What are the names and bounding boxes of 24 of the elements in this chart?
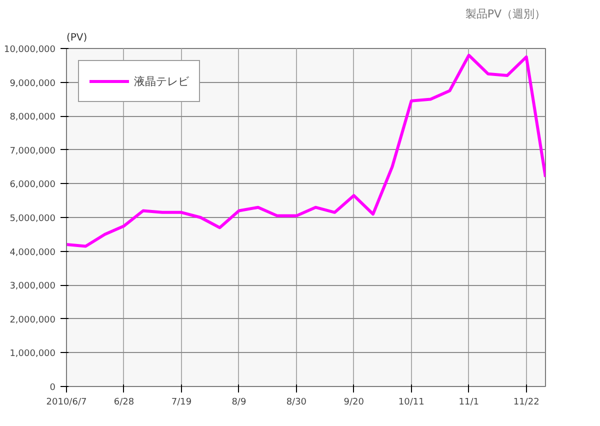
x-tick-label: 10/11 (398, 398, 424, 408)
chart-title: 製品PV（週別） (465, 8, 546, 20)
y-tick-label: 8,000,000 (10, 112, 56, 123)
y-tick-label: 6,000,000 (10, 180, 56, 190)
y-tick-label: 5,000,000 (10, 214, 56, 224)
x-tick-label: 7/19 (171, 398, 192, 408)
y-tick-label: 9,000,000 (10, 78, 56, 89)
y-tick-label: 3,000,000 (10, 282, 56, 292)
legend-label: 液晶テレビ (134, 74, 189, 88)
x-tick-label: 2010/6/7 (46, 398, 87, 408)
x-tick-label: 11/22 (513, 398, 540, 408)
line-series (66, 54, 546, 248)
y-tick-label: 4,000,000 (10, 248, 56, 258)
x-tick-label: 11/1 (458, 398, 479, 408)
y-axis-title: (PV) (66, 32, 88, 44)
x-tick-label: 8/30 (286, 398, 307, 408)
x-tick-label: 6/28 (114, 398, 134, 408)
y-tick-label: 0 (50, 383, 56, 393)
y-tick-label: 10,000,000 (4, 45, 56, 55)
y-tick-label: 7,000,000 (10, 146, 56, 156)
x-tick-label: 9/20 (344, 398, 364, 408)
y-tick-label: 1,000,000 (10, 349, 56, 360)
x-tick-label: 8/9 (232, 398, 246, 408)
y-tick-label: 2,000,000 (10, 315, 56, 326)
